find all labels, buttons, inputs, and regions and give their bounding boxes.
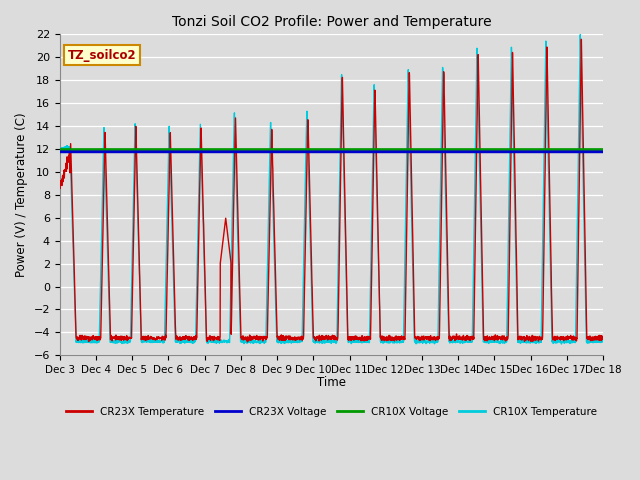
Title: Tonzi Soil CO2 Profile: Power and Temperature: Tonzi Soil CO2 Profile: Power and Temper… bbox=[172, 15, 492, 29]
X-axis label: Time: Time bbox=[317, 376, 346, 389]
Legend: CR23X Temperature, CR23X Voltage, CR10X Voltage, CR10X Temperature: CR23X Temperature, CR23X Voltage, CR10X … bbox=[61, 402, 602, 420]
Y-axis label: Power (V) / Temperature (C): Power (V) / Temperature (C) bbox=[15, 112, 28, 277]
Text: TZ_soilco2: TZ_soilco2 bbox=[68, 49, 136, 62]
